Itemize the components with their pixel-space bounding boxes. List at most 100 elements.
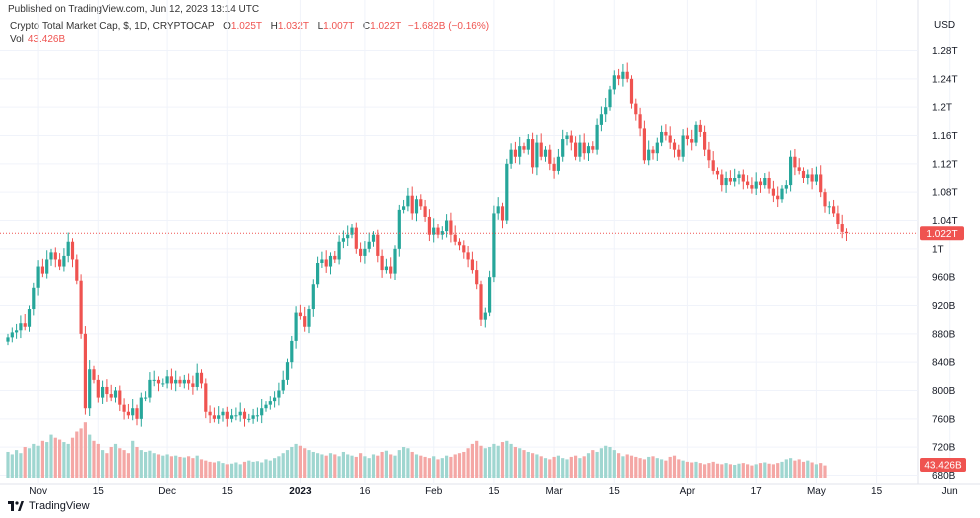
published-notice: Published on TradingView.com, Jun 12, 20… [8,4,260,15]
volume-bar [715,463,720,478]
candle-body [144,397,148,399]
candle-body [539,142,543,157]
candle-body [427,216,431,235]
candle-body [806,174,810,178]
volume-bar [66,443,70,478]
candle-body [118,390,122,405]
candle-body [354,227,358,249]
volume-bar [492,443,496,478]
volume-bar [238,464,242,478]
candle-body [767,178,771,189]
volume-bar [707,463,711,478]
volume-value-label: 43.426B [924,461,962,472]
volume-bar [393,455,397,478]
time-tick-label: May [807,486,826,497]
volume-bar [569,456,573,478]
candle-body [53,252,57,260]
footer-brand[interactable]: TradingView [8,500,90,512]
volume-bar [19,453,23,478]
volume-bar [578,458,582,478]
candle-body [303,316,307,327]
volume-bar [341,451,345,478]
candle-body [651,149,655,154]
volume-bar [754,464,758,478]
volume-bar [819,463,823,478]
volume-bar [462,451,466,478]
time-tick-label: 2023 [289,486,312,497]
candle-body [152,379,156,381]
volume-bar [187,456,191,478]
candle-body [754,181,758,189]
volume-bar [23,447,27,478]
volume-bar [629,455,634,478]
candle-body [195,372,199,387]
symbol-title[interactable]: Crypto Total Market Cap, $, 1D, CRYPTOCA… [10,21,215,32]
candle-body [96,379,100,398]
volume-bar [414,454,419,478]
price-tick-label: 1.16T [932,131,958,142]
price-tick-label: 960B [932,273,956,284]
candle-body [70,241,75,260]
volume-bar [242,461,247,478]
candle-body [531,139,535,168]
candle-body [827,206,831,208]
candle-body [148,379,152,398]
candle-body [255,415,259,417]
volume-bar [668,456,672,478]
volume-bar [621,456,625,478]
candle-body [225,411,229,419]
volume-bar [496,445,500,478]
candle-body [105,386,109,395]
volume-bar [316,453,320,478]
volume-bar [328,453,333,478]
candle-body [402,206,406,210]
candle-body [376,234,380,256]
volume-bar [397,450,401,478]
price-tick-label: 1.2T [932,103,952,114]
volume-bar [440,458,444,478]
candle-body [285,362,290,380]
candle-body [548,149,552,164]
volume-bar [574,455,578,478]
candle-body [801,170,806,178]
candle-body [384,266,388,271]
volume-bar [204,460,208,478]
volume-bar [642,459,646,478]
volume-bar [15,450,19,478]
candle-body [720,174,724,186]
volume-bar [793,460,797,478]
candle-body [621,71,625,79]
volume-bar [298,445,302,478]
volume-bar [427,458,431,478]
candle-body [182,379,186,384]
candle-body [518,146,522,157]
candle-body [578,142,582,157]
candle-body [793,156,797,168]
candle-body [371,234,376,242]
candle-body [432,227,436,235]
candle-body [62,255,66,267]
candle-body [810,174,814,182]
candle-body [513,149,517,157]
price-tick-label: 1.28T [932,46,958,57]
volume-bar [178,456,182,478]
change-value: −1.682B (−0.16%) [407,21,490,32]
candle-body [113,390,118,398]
candle-body [608,89,612,108]
volume-bar [182,457,186,478]
candle-body [750,185,754,189]
volume-bar [148,450,152,478]
volume-value-badge [920,458,966,472]
candle-body [32,287,36,310]
volume-bar [741,463,745,478]
volume-bar [479,445,483,478]
volume-bar [604,445,608,478]
volume-bar [75,431,79,478]
candle-body [496,206,500,214]
candle-body [436,227,440,235]
volume-bar [586,453,591,478]
candle-body [6,337,10,342]
volume-bar [113,443,118,478]
candle-body [419,199,423,207]
